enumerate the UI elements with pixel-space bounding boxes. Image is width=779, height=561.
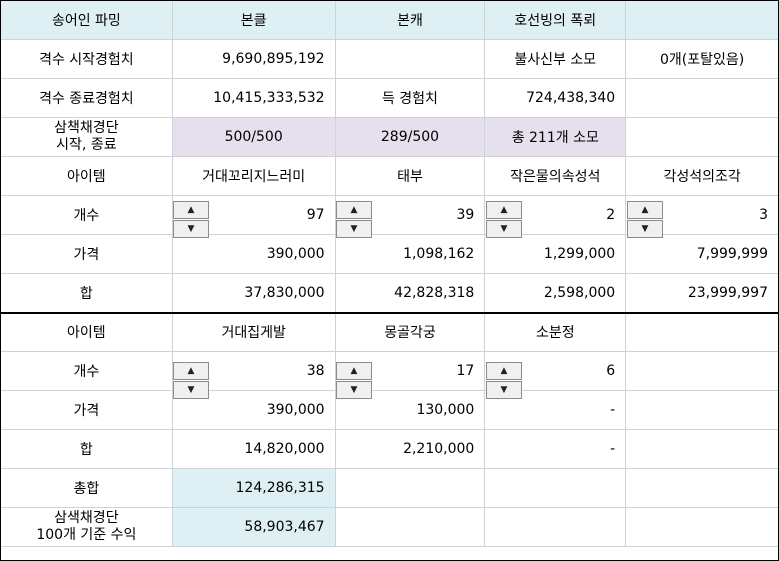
items-a-label: 아이템 (0, 156, 173, 196)
spin-down-icon[interactable]: ▼ (173, 220, 209, 238)
item-sum[interactable]: 37,830,000 (171, 273, 336, 314)
count-label: 개수 (0, 195, 173, 235)
empty-cell[interactable] (484, 468, 627, 508)
dumpling-row: 삼책채경단 시작, 종료 500/500 289/500 총 211개 소모 (0, 117, 779, 157)
count-label: 개수 (0, 351, 173, 391)
dumpling-main-client[interactable]: 500/500 (171, 117, 336, 157)
dumpling-label: 삼책채경단 시작, 종료 (0, 117, 173, 157)
item-sum[interactable]: 2,210,000 (334, 429, 486, 469)
spin-up-icon[interactable]: ▲ (336, 201, 372, 219)
profit-row: 삼색채경단 100개 기준 수익 58,903,467 (0, 507, 779, 547)
spin-up-icon[interactable]: ▲ (627, 201, 663, 219)
profit-label: 삼색채경단 100개 기준 수익 (0, 507, 173, 547)
empty-cell[interactable] (334, 39, 486, 79)
item-sum[interactable]: - (484, 429, 627, 469)
item-name: 태부 (334, 156, 486, 196)
farming-table: 송어인 파밍 본클 본캐 호선빙의 폭뢰 격수 시작경험치 9,690,895,… (0, 0, 779, 547)
spin-up-icon[interactable]: ▲ (486, 201, 522, 219)
price-label: 가격 (0, 390, 173, 430)
total-label: 총합 (0, 468, 173, 508)
charm-used-value[interactable]: 0개(포탈있음) (625, 39, 779, 79)
start-exp-value[interactable]: 9,690,895,192 (171, 39, 336, 79)
dumpling-label-line1: 삼책채경단 (54, 120, 119, 136)
item-sum[interactable]: 23,999,997 (625, 273, 779, 314)
header-buff: 호선빙의 폭뢰 (484, 0, 627, 40)
header-empty (625, 0, 779, 40)
item-name: 작은물의속성석 (484, 156, 627, 196)
item-sum[interactable]: 14,820,000 (171, 429, 336, 469)
items-a-sum-row: 합 37,830,000 42,828,318 2,598,000 23,999… (0, 273, 779, 314)
empty-cell[interactable] (625, 78, 779, 118)
items-b-label: 아이템 (0, 312, 173, 352)
item-sum[interactable]: 2,598,000 (484, 273, 627, 314)
items-b-name-row: 아이템 거대집게발 몽골각궁 소분정 (0, 312, 779, 352)
empty-cell[interactable] (625, 429, 779, 469)
empty-cell[interactable] (334, 507, 486, 547)
spin-button-group: ▲ ▼ (173, 201, 211, 241)
sum-label: 합 (0, 273, 173, 314)
spin-down-icon[interactable]: ▼ (486, 220, 522, 238)
gained-exp-value[interactable]: 724,438,340 (484, 78, 627, 118)
total-row: 총합 124,286,315 (0, 468, 779, 508)
item-name: 거대집게발 (171, 312, 336, 352)
items-a-price-row: 가격 390,000 1,098,162 1,299,000 7,999,999 (0, 234, 779, 274)
empty-cell[interactable] (625, 117, 779, 157)
empty-cell[interactable] (484, 507, 627, 547)
header-row: 송어인 파밍 본클 본캐 호선빙의 폭뢰 (0, 0, 779, 40)
header-main-char: 본캐 (334, 0, 486, 40)
empty-cell[interactable] (625, 351, 779, 391)
charm-used-label: 불사신부 소모 (484, 39, 627, 79)
item-name: 거대꼬리지느러미 (171, 156, 336, 196)
item-name: 몽골각궁 (334, 312, 486, 352)
price-label: 가격 (0, 234, 173, 274)
spin-up-icon[interactable]: ▲ (336, 362, 372, 380)
items-b-count-row: 개수 38 17 6 (0, 351, 779, 391)
spin-down-icon[interactable]: ▼ (336, 381, 372, 399)
spin-up-icon[interactable]: ▲ (173, 362, 209, 380)
dumpling-consumed[interactable]: 총 211개 소모 (484, 117, 627, 157)
spin-down-icon[interactable]: ▼ (336, 220, 372, 238)
empty-cell[interactable] (334, 468, 486, 508)
start-exp-label: 격수 시작경험치 (0, 39, 173, 79)
spin-down-icon[interactable]: ▼ (173, 381, 209, 399)
header-farming-label: 송어인 파밍 (0, 0, 173, 40)
items-b-price-row: 가격 390,000 130,000 - (0, 390, 779, 430)
start-exp-row: 격수 시작경험치 9,690,895,192 불사신부 소모 0개(포탈있음) (0, 39, 779, 79)
item-price[interactable]: 390,000 (171, 234, 336, 274)
dumpling-main-char[interactable]: 289/500 (334, 117, 486, 157)
spin-button-group: ▲ ▼ (627, 201, 665, 241)
header-main-client: 본클 (171, 0, 336, 40)
empty-cell[interactable] (625, 468, 779, 508)
profit-label-line2: 100개 기준 수익 (36, 527, 137, 543)
spin-up-icon[interactable]: ▲ (173, 201, 209, 219)
sum-label: 합 (0, 429, 173, 469)
items-a-name-row: 아이템 거대꼬리지느러미 태부 작은물의속성석 각성석의조각 (0, 156, 779, 196)
item-sum[interactable]: 42,828,318 (334, 273, 486, 314)
total-value[interactable]: 124,286,315 (171, 468, 336, 508)
dumpling-label-line2: 시작, 종료 (56, 137, 117, 153)
empty-cell[interactable] (625, 390, 779, 430)
item-price[interactable]: 1,299,000 (484, 234, 627, 274)
gained-exp-label: 득 경험치 (334, 78, 486, 118)
spin-button-group: ▲ ▼ (173, 362, 211, 402)
end-exp-row: 격수 종료경험치 10,415,333,532 득 경험치 724,438,34… (0, 78, 779, 118)
spin-button-group: ▲ ▼ (486, 201, 524, 241)
item-name: 각성석의조각 (625, 156, 779, 196)
end-exp-value[interactable]: 10,415,333,532 (171, 78, 336, 118)
profit-label-line1: 삼색채경단 (54, 510, 119, 526)
end-exp-label: 격수 종료경험치 (0, 78, 173, 118)
empty-cell[interactable] (625, 312, 779, 352)
spin-button-group: ▲ ▼ (486, 362, 524, 402)
item-price[interactable]: 1,098,162 (334, 234, 486, 274)
item-name: 소분정 (484, 312, 627, 352)
spin-down-icon[interactable]: ▼ (627, 220, 663, 238)
empty-cell[interactable] (625, 507, 779, 547)
spin-button-group: ▲ ▼ (336, 201, 374, 241)
spin-up-icon[interactable]: ▲ (486, 362, 522, 380)
profit-value[interactable]: 58,903,467 (171, 507, 336, 547)
spin-down-icon[interactable]: ▼ (486, 381, 522, 399)
items-b-sum-row: 합 14,820,000 2,210,000 - (0, 429, 779, 469)
spin-button-group: ▲ ▼ (336, 362, 374, 402)
